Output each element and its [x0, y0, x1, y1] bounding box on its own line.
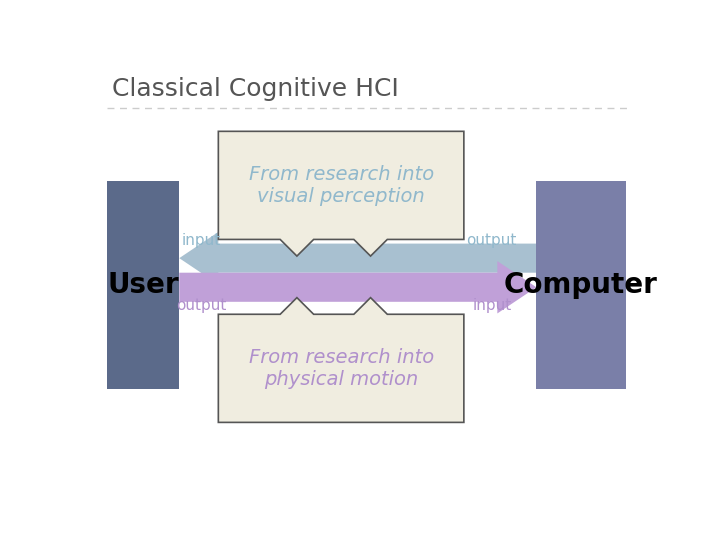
Text: Computer: Computer	[504, 271, 658, 299]
FancyArrow shape	[179, 261, 536, 313]
Text: From research into
visual perception: From research into visual perception	[248, 165, 433, 206]
Text: Classical Cognitive HCI: Classical Cognitive HCI	[112, 77, 399, 102]
Text: User: User	[107, 271, 179, 299]
FancyBboxPatch shape	[107, 181, 179, 389]
FancyBboxPatch shape	[536, 181, 626, 389]
Text: From research into
physical motion: From research into physical motion	[248, 348, 433, 389]
Polygon shape	[218, 131, 464, 256]
Text: input: input	[472, 298, 511, 313]
FancyArrow shape	[179, 232, 536, 285]
Text: output: output	[176, 298, 227, 313]
Text: input: input	[182, 233, 221, 248]
Polygon shape	[218, 298, 464, 422]
Text: output: output	[467, 233, 517, 248]
